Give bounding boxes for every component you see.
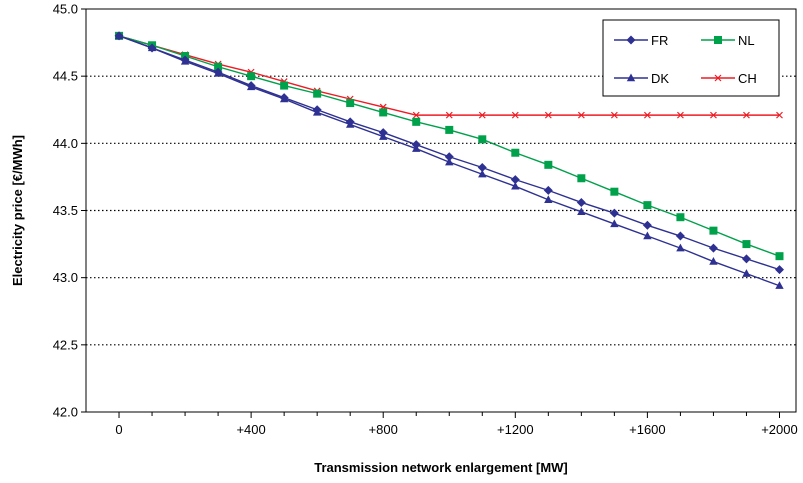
x-tick-label: +1200	[497, 422, 534, 437]
data-point-fr	[279, 93, 289, 103]
data-point-dk	[610, 219, 619, 228]
data-point-nl	[313, 89, 322, 98]
y-tick-label: 44.5	[53, 69, 78, 84]
data-point-dk	[544, 195, 553, 203]
data-point-fr	[708, 243, 718, 253]
y-tick-label: 45.0	[53, 2, 78, 17]
legend-item-ch: CH	[701, 71, 757, 86]
legend: FR NL DK CH	[602, 19, 780, 97]
data-point-ch	[676, 111, 684, 119]
data-point-nl	[709, 226, 718, 235]
data-point-ch	[544, 111, 552, 119]
data-point-fr	[378, 128, 388, 138]
data-point-nl	[445, 125, 454, 134]
data-point-dk	[775, 281, 784, 289]
data-point-nl	[577, 174, 586, 183]
data-point-ch	[743, 111, 750, 119]
data-point-dk	[511, 181, 520, 190]
data-point-fr	[180, 55, 190, 65]
legend-marker-dk	[626, 73, 636, 82]
data-point-ch	[610, 111, 618, 119]
data-point-fr	[411, 140, 421, 150]
data-point-ch	[776, 111, 783, 119]
data-point-nl	[544, 160, 553, 169]
data-point-nl	[676, 213, 685, 222]
legend-item-dk: DK	[614, 71, 669, 86]
data-point-dk	[709, 257, 718, 265]
data-point-dk	[643, 231, 652, 240]
data-point-fr	[675, 231, 685, 241]
data-point-nl	[742, 240, 751, 249]
data-point-fr	[477, 163, 487, 173]
data-point-fr	[312, 105, 322, 115]
x-tick-label: +1600	[629, 422, 666, 437]
legend-item-fr: FR	[614, 33, 668, 48]
y-tick-label: 44.0	[53, 136, 78, 151]
legend-label: NL	[738, 33, 755, 48]
legend-box	[602, 19, 780, 97]
data-point-dk	[577, 207, 586, 216]
data-point-nl	[214, 62, 223, 71]
legend-marker-ch	[714, 74, 722, 82]
data-point-nl	[346, 99, 355, 108]
grid-lines	[86, 75, 796, 346]
y-tick-label: 43.0	[53, 270, 78, 285]
data-point-dk	[676, 243, 685, 252]
data-point-fr	[609, 208, 619, 218]
data-point-ch	[511, 111, 519, 119]
y-axis-title: Electricity price [€/MWh]	[10, 135, 25, 286]
data-point-nl	[379, 108, 388, 117]
data-point-ch	[412, 111, 420, 119]
data-point-nl	[280, 81, 289, 90]
series-fr	[114, 31, 784, 275]
data-point-dk	[445, 157, 454, 166]
data-point-dk	[742, 269, 751, 277]
y-tick-label: 42.5	[53, 337, 78, 352]
data-point-fr	[147, 43, 157, 53]
data-point-nl	[643, 201, 652, 210]
axes	[81, 8, 797, 418]
data-point-fr	[642, 220, 652, 230]
data-point-ch	[577, 111, 585, 119]
data-point-ch	[710, 111, 717, 119]
legend-marker-nl	[714, 36, 722, 44]
data-point-fr	[345, 117, 355, 127]
data-point-ch	[445, 111, 453, 119]
x-tick-label: +800	[369, 422, 398, 437]
legend-label: CH	[738, 71, 757, 86]
tick-labels: 42.0 42.5 43.0 43.5 44.0 44.5 45.0 0 +400 +800 +12…	[53, 2, 798, 438]
y-tick-label: 43.5	[53, 203, 78, 218]
data-point-fr	[246, 81, 256, 91]
x-tick-label: 0	[115, 422, 122, 437]
legend-marker-fr	[626, 35, 636, 45]
legend-label: DK	[651, 71, 669, 86]
data-point-fr	[114, 31, 124, 41]
data-point-fr	[510, 175, 520, 185]
data-point-ch	[643, 111, 651, 119]
x-tick-label: +400	[236, 422, 265, 437]
data-point-fr	[213, 67, 223, 77]
data-point-ch	[478, 111, 486, 119]
data-point-nl	[511, 148, 520, 157]
data-point-nl	[247, 72, 256, 81]
data-point-nl	[610, 187, 619, 196]
data-point-dk	[478, 169, 487, 178]
data-point-fr	[741, 254, 751, 264]
y-tick-label: 42.0	[53, 405, 78, 420]
data-point-nl	[775, 252, 784, 261]
data-point-nl	[478, 135, 487, 144]
data-point-fr	[444, 152, 454, 162]
legend-label: FR	[651, 33, 668, 48]
data-point-fr	[576, 197, 586, 207]
data-point-nl	[412, 117, 421, 126]
series-layer	[114, 31, 784, 289]
x-tick-label: +2000	[761, 422, 798, 437]
x-axis-title: Transmission network enlargement [MW]	[314, 460, 568, 475]
data-point-fr	[774, 265, 784, 275]
data-point-fr	[543, 185, 553, 195]
legend-item-nl: NL	[701, 33, 755, 48]
